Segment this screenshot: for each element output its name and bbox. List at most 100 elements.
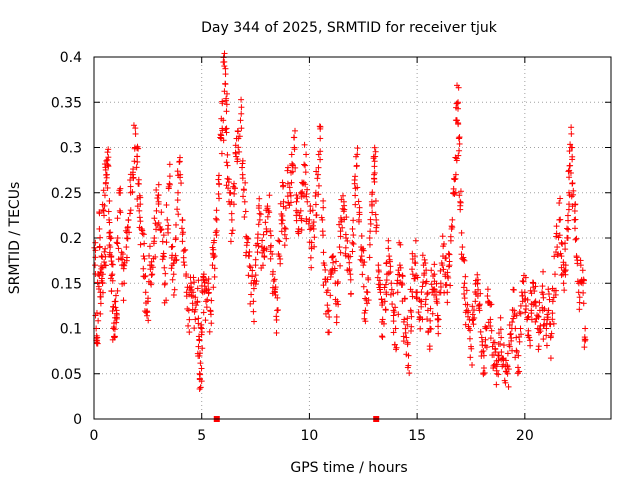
data-point <box>97 234 104 241</box>
data-point <box>358 232 365 239</box>
data-point <box>320 282 327 289</box>
data-point <box>117 255 124 262</box>
data-point <box>212 215 219 222</box>
data-point <box>518 331 525 338</box>
y-tick-label: 0.1 <box>60 322 82 338</box>
data-point <box>469 362 476 369</box>
data-point <box>255 202 262 209</box>
data-point <box>274 307 281 314</box>
data-point <box>519 277 526 284</box>
data-point <box>174 168 181 175</box>
data-point <box>398 281 405 288</box>
data-point <box>142 272 149 279</box>
data-point <box>236 133 243 140</box>
x-tick-label: 15 <box>408 428 426 444</box>
data-point <box>306 216 313 223</box>
data-point <box>487 323 494 330</box>
data-point <box>498 349 505 356</box>
data-point <box>394 289 401 296</box>
data-point <box>271 276 278 283</box>
data-point <box>379 316 386 323</box>
data-point <box>381 298 388 305</box>
x-tick-label: 20 <box>516 428 534 444</box>
data-point <box>102 179 109 186</box>
data-point <box>192 316 199 323</box>
data-point <box>303 193 310 200</box>
data-point <box>109 308 116 315</box>
data-point <box>569 180 576 187</box>
data-point <box>348 290 355 297</box>
data-point <box>540 336 547 343</box>
data-point <box>528 310 535 317</box>
data-point <box>548 330 555 337</box>
data-point <box>534 312 541 319</box>
data-point <box>242 208 249 215</box>
data-point <box>511 307 518 314</box>
data-point <box>556 232 563 239</box>
data-point <box>161 281 168 288</box>
data-point <box>262 219 269 226</box>
data-point <box>165 185 172 192</box>
data-point <box>308 264 315 271</box>
grid-lines <box>94 57 611 419</box>
data-point <box>456 192 463 199</box>
data-point <box>279 217 286 224</box>
data-point <box>317 148 324 155</box>
data-point <box>174 206 181 213</box>
data-point <box>191 325 198 332</box>
data-point <box>320 260 327 267</box>
data-point <box>471 314 478 321</box>
data-point <box>205 280 212 287</box>
data-point <box>579 267 586 274</box>
data-point <box>220 117 227 124</box>
data-point <box>381 284 388 291</box>
data-point <box>99 201 106 208</box>
data-point <box>340 192 347 199</box>
data-point <box>259 237 266 244</box>
data-point <box>369 209 376 216</box>
data-point <box>264 205 271 212</box>
data-point <box>326 329 333 336</box>
data-point <box>567 141 574 148</box>
data-point <box>108 234 115 241</box>
y-axis-label: SRMTID / TECUs <box>7 182 23 295</box>
data-point <box>320 197 327 204</box>
data-point <box>228 216 235 223</box>
data-point <box>420 279 427 286</box>
data-point <box>327 292 334 299</box>
data-point <box>360 262 367 269</box>
data-point <box>177 174 184 181</box>
data-point <box>194 299 201 306</box>
data-point <box>448 223 455 230</box>
data-point <box>456 147 463 154</box>
data-point <box>301 161 308 168</box>
data-point <box>114 287 121 294</box>
data-point <box>200 309 207 316</box>
data-point <box>233 153 240 160</box>
data-point <box>247 264 254 271</box>
data-point <box>95 317 102 324</box>
data-point <box>246 248 253 255</box>
data-point <box>427 317 434 324</box>
data-point <box>231 180 238 187</box>
data-point <box>337 228 344 235</box>
data-point <box>487 301 494 308</box>
data-point <box>568 124 575 131</box>
data-point <box>577 257 584 264</box>
data-point <box>180 248 187 255</box>
data-point <box>409 266 416 273</box>
data-point <box>505 366 512 373</box>
data-point <box>412 237 419 244</box>
data-point <box>146 252 153 259</box>
data-point <box>497 326 504 333</box>
data-point <box>445 263 452 270</box>
data-point <box>252 262 259 269</box>
data-point <box>388 280 395 287</box>
data-point <box>93 309 100 316</box>
data-point <box>428 281 435 288</box>
data-point <box>566 167 573 174</box>
data-point <box>554 244 561 251</box>
data-point <box>183 271 190 278</box>
data-point <box>465 323 472 330</box>
data-point <box>185 307 192 314</box>
